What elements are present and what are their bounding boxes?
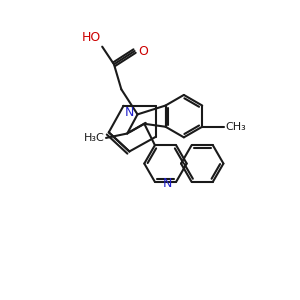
Text: N: N [162,177,172,190]
Text: H₃C: H₃C [84,133,105,143]
Text: CH₃: CH₃ [226,122,247,132]
Text: O: O [138,45,148,58]
Text: HO: HO [82,31,101,44]
Text: N: N [124,106,134,119]
